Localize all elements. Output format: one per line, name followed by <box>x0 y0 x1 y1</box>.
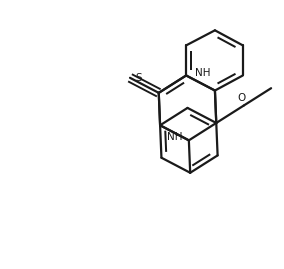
Text: NH: NH <box>195 68 211 78</box>
Text: S: S <box>136 73 142 83</box>
Text: NH: NH <box>167 132 182 142</box>
Text: O: O <box>237 93 246 103</box>
